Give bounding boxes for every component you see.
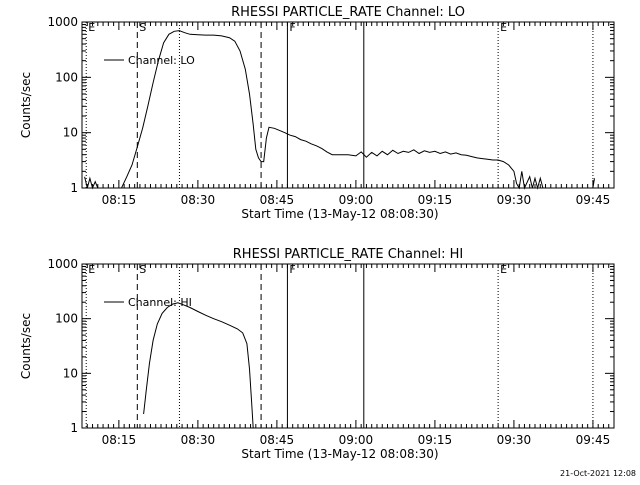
x-tick-label: 09:45 (576, 193, 611, 207)
y-tick-label: 1000 (47, 15, 78, 29)
plot-frame (81, 263, 615, 429)
event-marker-label: F (289, 263, 295, 276)
plot-frame (81, 21, 615, 189)
chart-title: RHESSI PARTICLE_RATE Channel: LO (231, 5, 465, 20)
y-tick-label: 10 (63, 126, 78, 140)
x-tick-label: 08:15 (102, 433, 137, 447)
y-axis-label: Counts/sec (19, 72, 33, 138)
x-axis-label: Start Time (13-May-12 08:08:30) (241, 207, 438, 221)
legend-label: Channel: HI (128, 296, 192, 309)
x-tick-label: 09:00 (339, 433, 374, 447)
legend-label: Channel: LO (128, 54, 195, 67)
x-tick-label: 08:45 (260, 433, 295, 447)
event-marker-label: E (88, 263, 95, 276)
footer-date: 21-Oct-2021 12:08 (560, 469, 636, 478)
chart-panel-0: RHESSI PARTICLE_RATE Channel: LO 08:15 08:… (19, 5, 615, 221)
x-tick-label: 08:30 (181, 193, 216, 207)
event-marker-label: E (500, 21, 507, 34)
chart-title: RHESSI PARTICLE_RATE Channel: HI (233, 247, 463, 262)
x-tick-label: 09:15 (418, 433, 453, 447)
event-marker-label: F (289, 21, 295, 34)
x-tick-label: 09:15 (418, 193, 453, 207)
x-tick-label: 09:30 (497, 193, 532, 207)
event-marker-label: S (139, 263, 146, 276)
y-axis-label: Counts/sec (19, 313, 33, 379)
x-tick-label: 08:45 (260, 193, 295, 207)
event-marker-label: S (139, 21, 146, 34)
series-line (143, 302, 254, 429)
y-tick-label: 100 (55, 312, 78, 326)
x-tick-label: 09:45 (576, 433, 611, 447)
x-tick-label: 09:30 (497, 433, 532, 447)
y-tick-label: 1 (70, 181, 78, 195)
event-marker-label: E (500, 263, 507, 276)
y-tick-label: 10 (63, 366, 78, 380)
y-tick-label: 100 (55, 70, 78, 84)
event-marker-label: E (88, 21, 95, 34)
series-line (84, 30, 595, 190)
x-tick-label: 08:15 (102, 193, 137, 207)
x-tick-label: 08:30 (181, 433, 216, 447)
y-tick-label: 1 (70, 421, 78, 435)
x-axis-label: Start Time (13-May-12 08:08:30) (241, 447, 438, 461)
x-tick-label: 09:00 (339, 193, 374, 207)
y-tick-label: 1000 (47, 257, 78, 271)
chart-panel-1: RHESSI PARTICLE_RATE Channel: HI 08:15 08:… (19, 247, 615, 461)
